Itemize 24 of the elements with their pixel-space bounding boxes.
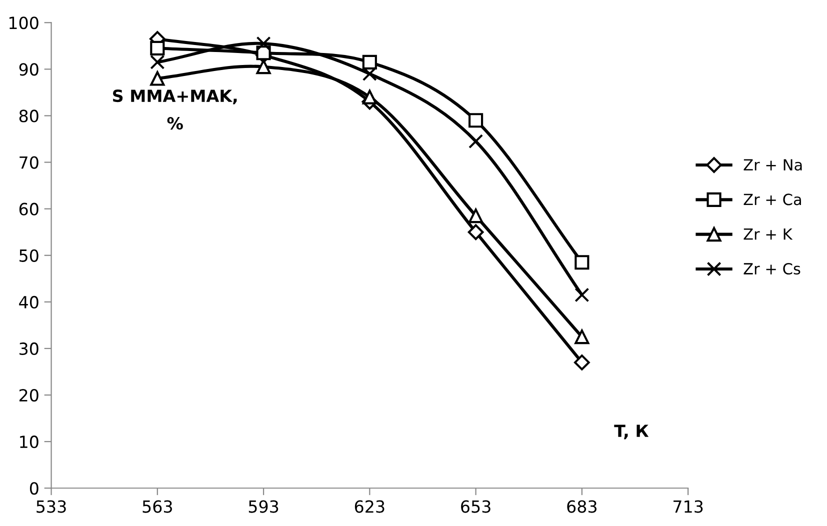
y-tick-label: 20 [19,388,38,402]
x-tick-label: 593 [248,500,278,513]
legend-label: Zr + K [744,228,793,240]
y-tick-label: 60 [19,202,38,216]
y-axis-title: S MMA+MAK, % [113,90,237,130]
y-tick-label: 100 [9,16,38,30]
x-tick-label: 533 [36,500,66,513]
legend-label: Zr + Cs [744,262,800,275]
x-tick-label: 683 [567,500,596,513]
y-tick-label: 30 [20,342,38,356]
y-tick-label: 70 [20,156,38,169]
y-tick-label: 0 [30,482,38,495]
y-tick-label: 80 [19,110,38,122]
x-axis-title: T, К [614,424,649,440]
x-tick-label: 623 [354,500,384,513]
y-tick-label: 40 [19,296,38,308]
legend-label: Zr + Ca [744,194,801,206]
x-tick-label: 713 [674,500,703,513]
y-tick-label: 50 [20,249,38,262]
y-tick-label: 90 [19,63,38,76]
y-tick-label: 10 [20,436,38,448]
legend-label: Zr + Na [744,159,802,171]
x-tick-label: 653 [461,500,490,513]
x-tick-label: 563 [142,500,172,513]
